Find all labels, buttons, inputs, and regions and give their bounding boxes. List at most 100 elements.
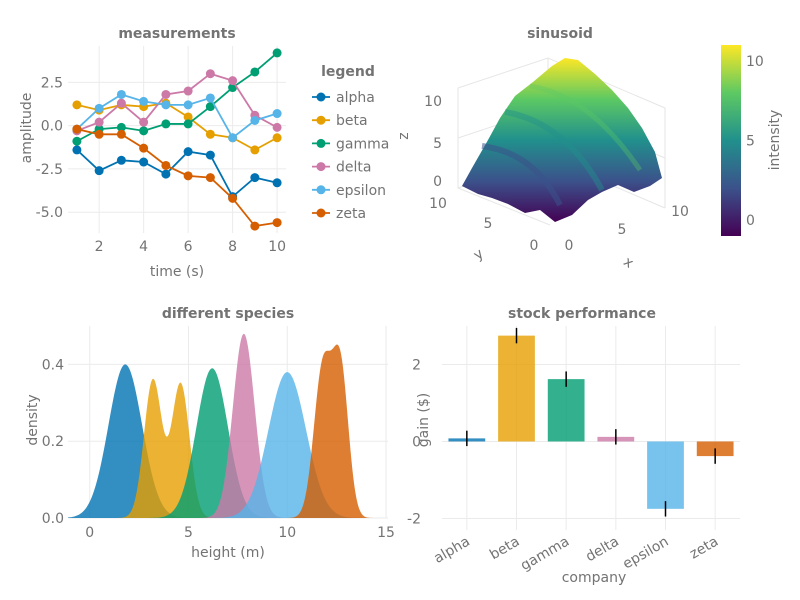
data-point — [116, 129, 126, 139]
surface-ridge-2 — [504, 109, 605, 192]
data-point — [183, 112, 193, 122]
legend-label: beta — [336, 113, 368, 129]
measurements-x-ticks: 2 4 6 8 10 — [95, 239, 286, 255]
data-point — [272, 133, 282, 143]
series-zeta — [72, 124, 282, 231]
surface-y-tick: 5 — [484, 216, 493, 232]
data-point — [161, 119, 171, 129]
y-tick-label: -5.0 — [36, 205, 63, 221]
y-tick-label: 0.0 — [41, 119, 63, 135]
x-tick-label: 10 — [268, 239, 286, 255]
density-delta — [68, 333, 388, 518]
legend-entry-gamma: gamma — [312, 136, 389, 152]
data-point — [272, 178, 282, 188]
legend-label: zeta — [336, 206, 366, 222]
species-title: different species — [162, 306, 294, 322]
x-tick-label: 6 — [184, 239, 193, 255]
legend-marker — [316, 138, 326, 148]
stock-grid — [442, 326, 740, 530]
surface-body — [462, 58, 662, 222]
data-point — [272, 122, 282, 132]
colorbar-tick-label: 0 — [746, 213, 755, 229]
data-point — [94, 117, 104, 127]
x-tick-label: 4 — [139, 239, 148, 255]
data-point — [228, 193, 238, 203]
data-point — [72, 100, 82, 110]
surface-z-ticks: 10 5 0 — [424, 94, 442, 190]
data-point — [228, 133, 238, 143]
x-tick-label: beta — [487, 534, 522, 564]
data-point — [250, 221, 260, 231]
measurements-y-ticks: 2.5 0.0 -2.5 -5.0 — [36, 75, 63, 221]
y-tick-label: 0.0 — [42, 511, 64, 527]
series-gamma — [72, 48, 282, 146]
species-densities — [68, 333, 388, 518]
surface-x-tick: 10 — [671, 204, 689, 220]
surface-y-tick: 10 — [429, 196, 447, 212]
data-point — [250, 173, 260, 183]
x-tick-label: epsilon — [620, 534, 671, 573]
colorbar-gradient — [721, 45, 741, 236]
legend-entry-alpha: alpha — [312, 90, 375, 106]
x-tick-label: delta — [583, 534, 622, 566]
series-alpha — [72, 145, 282, 202]
stock-bars — [448, 327, 734, 517]
species-y-ticks: 0.0 0.2 0.4 — [42, 357, 64, 527]
colorbar-ticks: 10 5 0 — [746, 54, 764, 229]
data-point — [183, 86, 193, 96]
legend-marker — [316, 185, 326, 195]
data-point — [72, 136, 82, 146]
bar-beta — [498, 335, 535, 442]
measurements-legend: legend alpha beta gamma delta epsilon zeta — [312, 64, 389, 222]
stock-y-ticks: 2 0 -2 — [407, 357, 421, 527]
species-x-ticks: 0 5 10 15 — [85, 525, 395, 541]
species-x-axis-label: height (m) — [191, 545, 265, 561]
data-point — [272, 109, 282, 119]
series-line — [76, 93, 278, 140]
legend-label: alpha — [336, 90, 375, 106]
species-y-axis-label: density — [25, 394, 41, 445]
data-point — [139, 143, 149, 153]
legend-marker — [316, 162, 326, 172]
series-line — [76, 72, 278, 132]
colorbar-tick-label: 5 — [746, 134, 755, 150]
surface-x-tick: 5 — [618, 222, 627, 238]
data-point — [94, 129, 104, 139]
sinusoid-panel: sinusoid 10 5 0 — [396, 26, 783, 272]
data-point — [72, 124, 82, 134]
x-tick-label: gamma — [518, 534, 572, 575]
data-point — [183, 171, 193, 181]
measurements-panel: measurements 2 4 6 8 10 2.5 0.0 -2.5 -5.0 time … — [19, 26, 389, 280]
data-point — [183, 119, 193, 129]
species-panel: different species 0.0 0.2 0.4 0 5 10 15 heigh… — [25, 306, 395, 561]
legend-title: legend — [321, 64, 375, 80]
data-point — [272, 218, 282, 228]
x-tick-label: alpha — [431, 534, 473, 567]
surface-z-tick: 10 — [424, 94, 442, 110]
legend-marker — [316, 92, 326, 102]
data-point — [205, 69, 215, 79]
stock-y-axis-label: gain ($) — [416, 393, 432, 448]
data-point — [161, 169, 171, 179]
surface-ridge-3 — [529, 83, 643, 172]
data-point — [94, 166, 104, 176]
data-point — [139, 96, 149, 106]
y-tick-label: -2 — [407, 511, 421, 527]
y-tick-label: 0.4 — [42, 357, 64, 373]
colorbar: 10 5 0 intensity — [721, 45, 783, 236]
data-point — [139, 126, 149, 136]
density-zeta — [68, 344, 388, 518]
x-tick-label: 2 — [95, 239, 104, 255]
data-point — [116, 155, 126, 165]
legend-marker — [316, 208, 326, 218]
surface-ridge-1 — [481, 143, 563, 207]
x-tick-label: zeta — [687, 534, 721, 563]
data-point — [116, 89, 126, 99]
data-point — [116, 122, 126, 132]
data-point — [94, 103, 104, 113]
measurements-title: measurements — [118, 26, 235, 42]
surface-x-tick: 0 — [565, 238, 574, 254]
measurements-series — [72, 48, 282, 231]
